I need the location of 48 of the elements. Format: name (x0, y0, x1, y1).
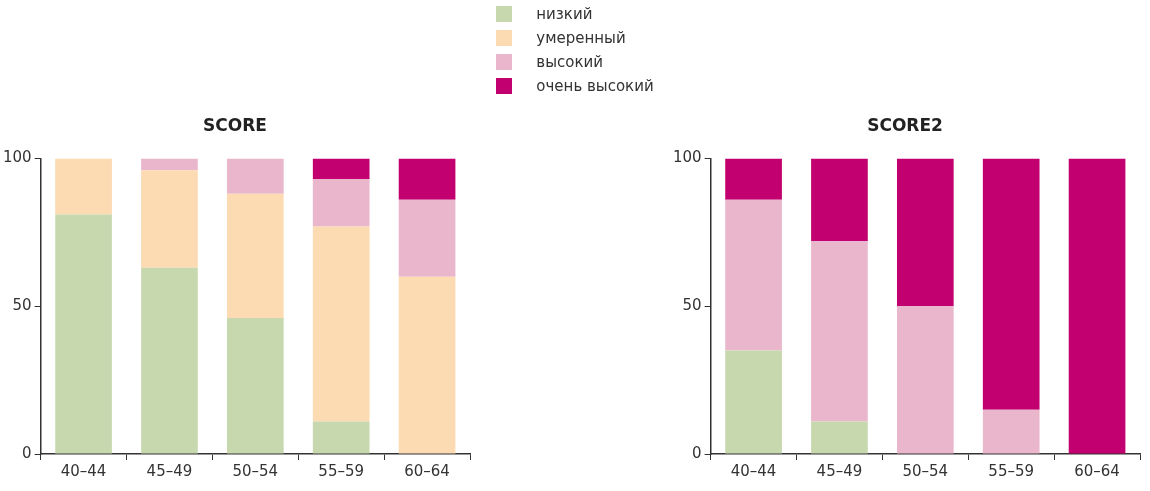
x-tick-label: 55–59 (318, 461, 365, 480)
x-tick-label: 45–49 (146, 461, 193, 480)
bar (312, 421, 370, 454)
x-tick-label: 45–49 (816, 461, 863, 480)
bar (896, 158, 954, 307)
bar (141, 170, 198, 268)
bar (55, 214, 112, 454)
bar (226, 158, 284, 194)
bar (312, 179, 370, 227)
y-tick-label: 0 (22, 443, 32, 462)
bar (982, 409, 1040, 454)
x-tick-label: 55–59 (988, 461, 1035, 480)
y-tick-label: 0 (692, 443, 702, 462)
x-tick-label: 50–54 (902, 461, 949, 480)
chart-title: SCORE (203, 114, 267, 135)
x-tick-label: 60–64 (404, 461, 450, 480)
bar (226, 193, 284, 319)
bar (811, 421, 868, 454)
legend-label: высокий (536, 53, 603, 71)
bar (1068, 158, 1126, 454)
bar (398, 158, 456, 200)
y-tick-label: 100 (672, 148, 702, 167)
bar (896, 306, 954, 454)
bar (226, 318, 284, 454)
y-tick-label: 50 (682, 296, 702, 315)
bar (141, 158, 198, 171)
y-tick-label: 50 (12, 296, 32, 315)
bar (982, 158, 1040, 410)
bar (725, 350, 782, 454)
bar (725, 199, 782, 351)
bar (725, 158, 782, 200)
legend-label: умеренный (536, 29, 626, 47)
bar (55, 158, 112, 215)
bar (811, 158, 868, 242)
bar (398, 199, 456, 277)
bar (398, 276, 456, 454)
y-tick-label: 100 (2, 148, 32, 167)
x-tick-label: 40–44 (60, 461, 107, 480)
legend-label: низкий (536, 5, 593, 23)
bar (312, 158, 370, 180)
x-tick-label: 50–54 (232, 461, 279, 480)
x-tick-label: 60–64 (1074, 461, 1120, 480)
legend-label: очень высокий (536, 77, 654, 95)
x-tick-label: 40–44 (730, 461, 777, 480)
bar (141, 267, 198, 454)
bar (312, 226, 370, 422)
chart-title: SCORE2 (867, 114, 943, 135)
bar (811, 241, 868, 422)
